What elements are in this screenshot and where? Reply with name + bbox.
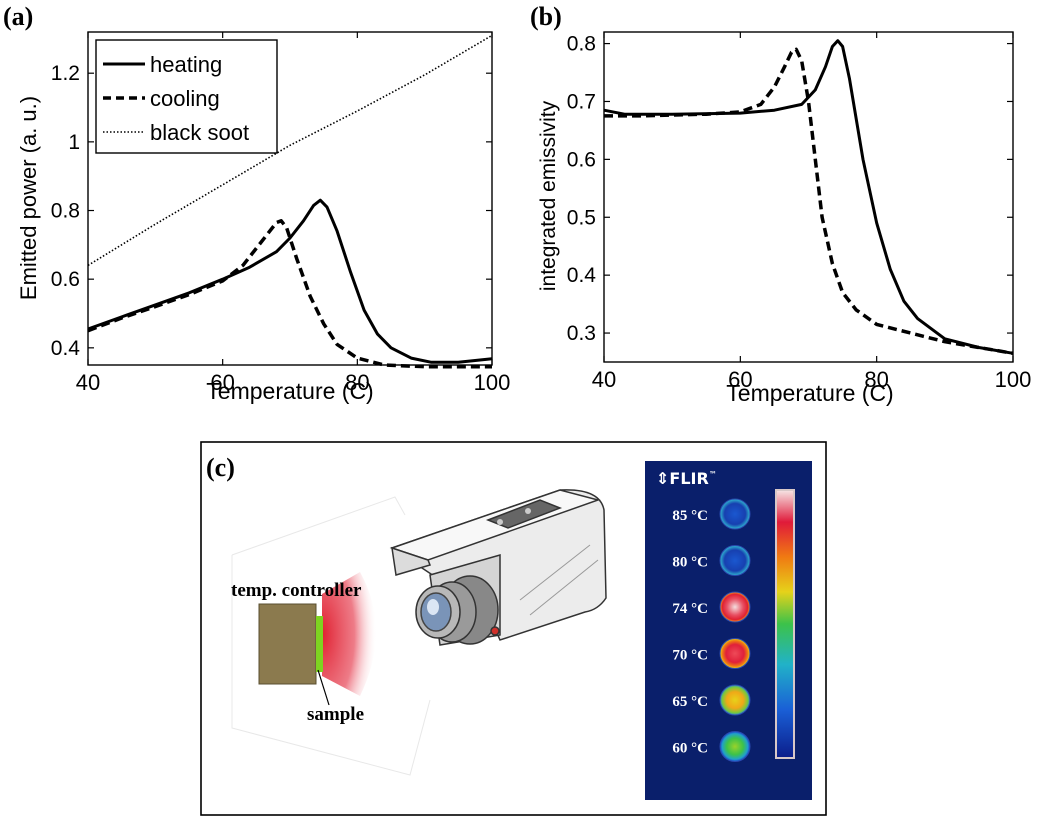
heater-assembly: temp. controller sample xyxy=(231,572,376,725)
thermal-label: 70 °C xyxy=(672,648,708,664)
b-y-axis-label: integrated emissivity xyxy=(537,100,560,291)
a-x-ticks: 40 60 80 100 xyxy=(76,32,511,395)
b-series xyxy=(603,39,1014,356)
a-x-tick-label: 80 xyxy=(345,370,369,395)
thermal-sample-spot xyxy=(719,638,751,669)
a-y-tick-label: 0.6 xyxy=(51,268,80,291)
sample-label: sample xyxy=(307,704,364,725)
thermal-rows: 85 °C 80 °C 74 °C 70 °C 65 °C 60 °C xyxy=(672,498,751,762)
panel-c: (c) temp. controller sample xyxy=(200,441,827,816)
b-y-tick-label: 0.7 xyxy=(567,90,596,113)
a-x-tick-label: 100 xyxy=(474,370,511,395)
b-x-tick-label: 100 xyxy=(995,367,1032,392)
b-y-tick-label: 0.3 xyxy=(567,322,596,345)
temp-controller-block xyxy=(258,603,317,685)
a-x-axis-label: Temperature (C) xyxy=(206,378,373,404)
panel-a-label: (a) xyxy=(3,2,33,31)
a-line-heating xyxy=(87,198,493,364)
thermal-label: 65 °C xyxy=(672,694,708,710)
thermal-sample-spot xyxy=(719,684,751,716)
b-x-axis-label: Temperature (C) xyxy=(726,380,893,406)
b-line-series-2 xyxy=(604,47,1014,356)
b-y-tick-label: 0.5 xyxy=(567,206,596,229)
a-x-tick-label: 40 xyxy=(76,370,100,395)
a-line-cooling xyxy=(87,219,492,369)
b-y-tick-label: 0.6 xyxy=(567,148,596,171)
plot-a-frame xyxy=(87,31,493,366)
sample-pointer xyxy=(317,669,330,706)
thermal-sample-spot xyxy=(719,498,751,530)
thermal-image: ⇕FLIR™ 85 °C 80 °C 74 °C 70 °C 65 °C 60 °C xyxy=(645,461,812,800)
flir-logo: ⇕FLIR™ xyxy=(656,469,717,488)
b-x-tick-label: 60 xyxy=(728,367,752,392)
panel-b: (b) 40 60 80 100 0.3 0.4 0.5 0.6 0.7 0.8 Tempera… xyxy=(530,2,1031,406)
flir-logo-trademark: ™ xyxy=(709,470,717,479)
a-series xyxy=(87,34,493,369)
b-y-tick-label: 0.4 xyxy=(567,264,597,287)
background-sketch xyxy=(231,496,431,776)
legend-label-heating: heating xyxy=(150,52,222,77)
b-line-series-1 xyxy=(603,39,1014,355)
a-y-tick-label: 1.2 xyxy=(51,62,80,85)
thermal-label: 60 °C xyxy=(672,741,708,757)
a-legend: heating cooling black soot xyxy=(95,39,278,154)
a-y-tick-label: 0.8 xyxy=(51,200,80,223)
b-x-ticks: 40 60 80 100 xyxy=(592,32,1032,392)
b-y-ticks: 0.3 0.4 0.5 0.6 0.7 0.8 xyxy=(567,33,1013,345)
thermal-label: 74 °C xyxy=(672,601,708,617)
panel-a: (a) 40 60 80 100 0.4 0.6 0.8 1 1.2 Temperature … xyxy=(3,2,510,404)
thermal-label: 85 °C xyxy=(672,508,708,524)
thermal-colorbar xyxy=(775,489,795,759)
a-legend-box xyxy=(95,39,278,154)
legend-label-black-soot: black soot xyxy=(150,120,249,145)
a-line-black-soot xyxy=(87,34,493,267)
a-y-tick-label: 1 xyxy=(68,131,80,154)
thermal-sample-spot xyxy=(719,545,751,576)
a-x-tick-label: 60 xyxy=(210,370,234,395)
sample-strip xyxy=(316,616,323,672)
thermal-sample-spot xyxy=(719,591,751,623)
plot-b-frame xyxy=(603,31,1014,363)
b-x-tick-label: 40 xyxy=(592,367,616,392)
b-x-tick-label: 80 xyxy=(864,367,888,392)
thermal-sample-spot xyxy=(719,731,751,762)
emission-cone xyxy=(322,572,376,696)
flir-logo-text: FLIR xyxy=(669,469,708,488)
controller-label: temp. controller xyxy=(231,580,362,601)
panel-c-label: (c) xyxy=(206,453,235,482)
b-y-tick-label: 0.8 xyxy=(567,33,596,56)
a-y-ticks: 0.4 0.6 0.8 1 1.2 xyxy=(51,62,492,360)
thermal-label: 80 °C xyxy=(672,555,708,571)
a-y-axis-label: Emitted power (a. u.) xyxy=(16,96,41,300)
panel-b-label: (b) xyxy=(530,2,562,31)
a-y-tick-label: 0.4 xyxy=(51,337,81,360)
legend-label-cooling: cooling xyxy=(150,86,220,111)
thermal-camera-illustration xyxy=(389,489,607,646)
